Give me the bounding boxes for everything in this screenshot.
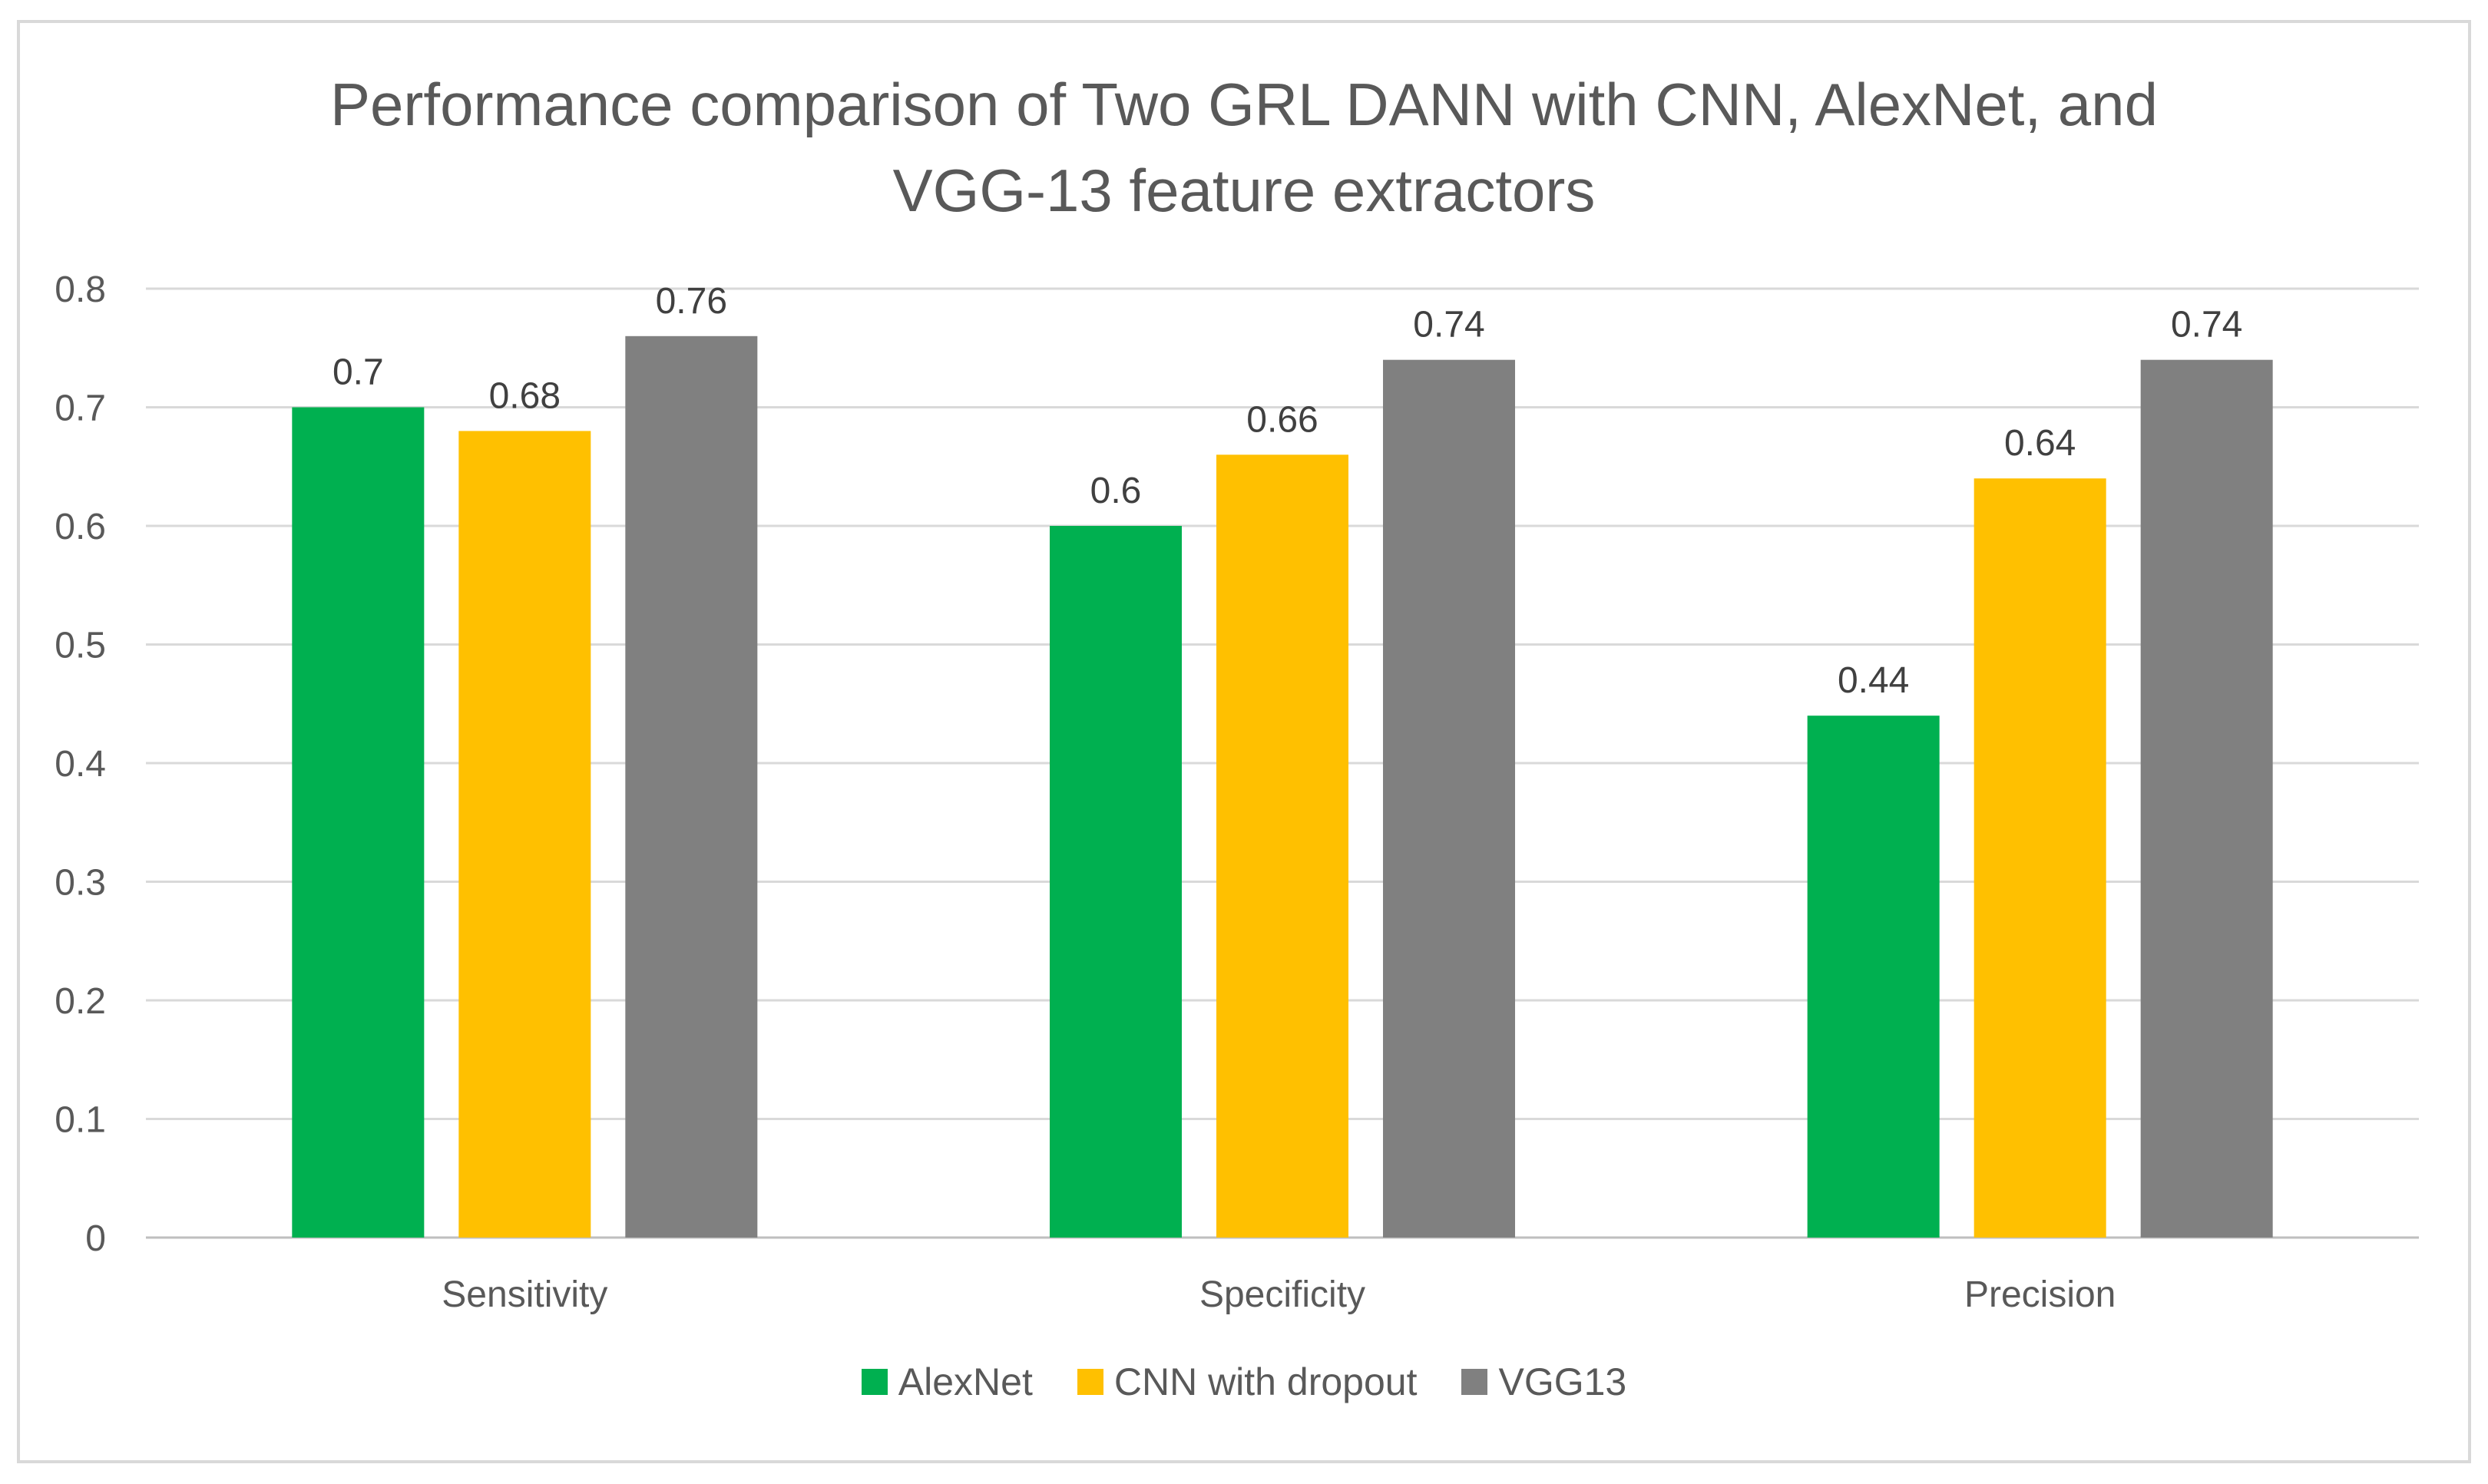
data-labels: 0.7 0.68 0.76 0.6 0.66 0.74 0.44 0.64 0.74 (333, 281, 2242, 701)
legend-label-vgg13: VGG13 (1498, 1360, 1627, 1403)
data-label: 0.6 (1090, 471, 1142, 511)
legend-label-alexnet: AlexNet (898, 1360, 1033, 1403)
data-label: 0.76 (656, 281, 727, 322)
data-label: 0.64 (2004, 423, 2076, 464)
data-label: 0.68 (489, 375, 561, 416)
bar (1383, 359, 1515, 1238)
legend-item-vgg13: VGG13 (1461, 1359, 1626, 1405)
y-tick-label: 0.2 (55, 981, 106, 1022)
x-axis-ticks: Sensitivity Specificity Precision (442, 1274, 2116, 1315)
legend-item-alexnet: AlexNet (861, 1359, 1033, 1405)
data-label: 0.44 (1838, 660, 1909, 701)
bar (458, 431, 591, 1238)
y-tick-label: 0.5 (55, 626, 106, 666)
data-label: 0.74 (2171, 305, 2242, 345)
legend-swatch-cnn-with-dropout (1077, 1369, 1103, 1395)
bar (2140, 359, 2273, 1238)
data-label: 0.7 (333, 352, 384, 393)
bar (1807, 716, 1940, 1238)
bar (292, 407, 425, 1238)
y-axis-ticks: 0 0.1 0.2 0.3 0.4 0.5 0.6 0.7 0.8 (55, 269, 106, 1259)
chart-title-line-1: Performance comparison of Two GRL DANN w… (330, 71, 2158, 138)
x-tick-label: Sensitivity (442, 1274, 607, 1315)
data-label: 0.66 (1246, 399, 1318, 440)
bar (1974, 478, 2106, 1238)
bar (1216, 454, 1348, 1238)
x-tick-label: Precision (1964, 1274, 2116, 1315)
y-tick-label: 0.6 (55, 507, 106, 547)
bars (292, 335, 2273, 1238)
legend: AlexNet CNN with dropout VGG13 (0, 1359, 2488, 1405)
bar (625, 335, 758, 1238)
y-tick-label: 0.7 (55, 388, 106, 429)
legend-swatch-alexnet (861, 1369, 888, 1395)
y-tick-label: 0 (85, 1218, 106, 1259)
bar (1050, 526, 1182, 1238)
x-tick-label: Specificity (1199, 1274, 1365, 1315)
data-label: 0.74 (1413, 305, 1484, 345)
legend-label-cnn-with-dropout: CNN with dropout (1113, 1360, 1418, 1403)
y-tick-label: 0.4 (55, 744, 106, 785)
legend-item-cnn-with-dropout: CNN with dropout (1077, 1359, 1418, 1405)
y-tick-label: 0.3 (55, 863, 106, 904)
legend-swatch-vgg13 (1461, 1369, 1488, 1395)
chart-title-line-2: VGG-13 feature extractors (892, 157, 1596, 224)
y-tick-label: 0.8 (55, 269, 106, 310)
chart-title: Performance comparison of Two GRL DANN w… (230, 61, 2258, 233)
y-tick-label: 0.1 (55, 1100, 106, 1141)
